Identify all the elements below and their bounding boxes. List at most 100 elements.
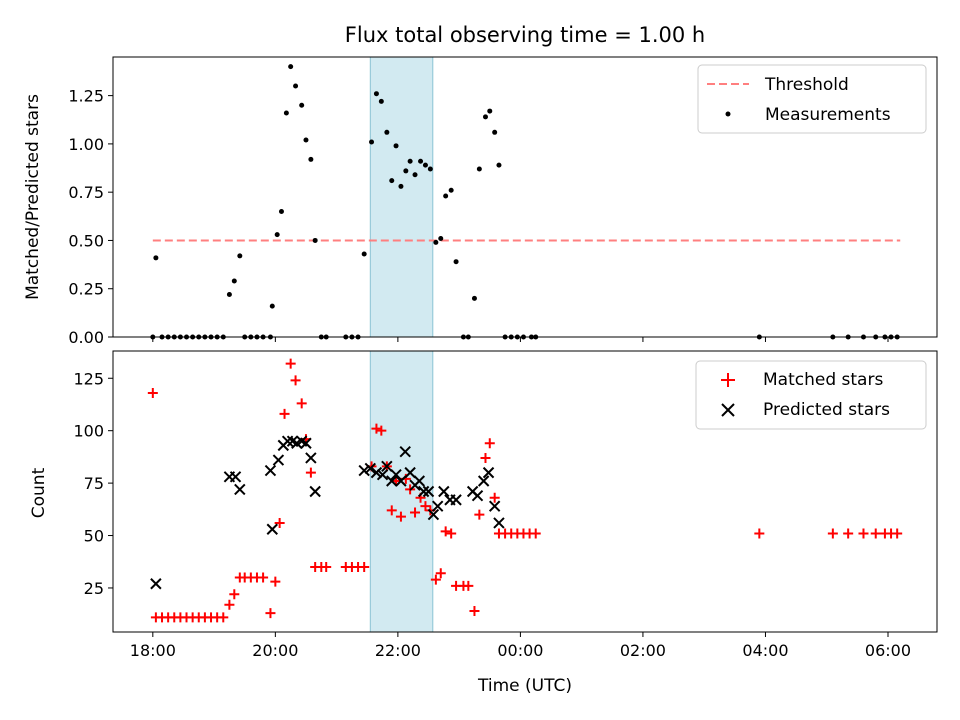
measurements-point [384, 129, 390, 135]
matched-stars-point [870, 528, 881, 539]
count-y-ticks: 25 50 75 100 125 [73, 369, 113, 598]
matched-stars-point [218, 612, 229, 623]
matched-stars-point [305, 467, 316, 478]
matched-stars-point [484, 438, 495, 449]
x-tick-label: 22:00 [375, 641, 421, 660]
measurements-point [492, 129, 498, 135]
count-y-tick-label: 125 [73, 369, 104, 388]
measurements-point [448, 187, 454, 193]
matched-stars-point [435, 568, 446, 579]
ratio-y-tick-label: 0.25 [68, 280, 104, 299]
predicted-legend-swatch [721, 403, 735, 417]
matched-stars-point [229, 589, 240, 600]
matched-stars-point [265, 608, 276, 619]
matched-stars-point [440, 526, 451, 537]
predicted-stars-point [266, 523, 278, 535]
ratio-highlight-layer [369, 56, 434, 338]
matched-stars-point [410, 507, 421, 518]
predicted-legend-label: Predicted stars [763, 400, 890, 420]
predicted-stars-point [438, 485, 450, 498]
ratio-y-tick-label: 0.75 [68, 183, 104, 202]
ratio-legend-box [697, 64, 927, 134]
predicted-stars-point [376, 469, 389, 481]
x-tick-label: 00:00 [497, 641, 543, 660]
predicted-stars-point [300, 437, 312, 449]
measurements-point [378, 98, 384, 104]
measurements-point [433, 239, 439, 245]
measurements-point [471, 295, 477, 301]
measurements-point [226, 292, 232, 298]
matched-stars-point [270, 576, 281, 587]
predicted-stars-point [305, 452, 317, 464]
predicted-stars-point [229, 471, 242, 483]
ratio-y-axis-label: Matched/Predicted stars [23, 94, 43, 300]
predicted-stars-point [482, 466, 495, 479]
predicted-stars-point [386, 475, 398, 487]
matched-stars-point [274, 517, 285, 528]
ratio-y-tick-label: 0.00 [68, 328, 104, 347]
predicted-stars-point [417, 485, 430, 498]
ratio-axes-frame [112, 56, 938, 338]
matched-stars-point [224, 599, 235, 610]
measurements-point [389, 178, 395, 184]
predicted-stars-point [450, 494, 462, 506]
matched-stars-point [474, 509, 485, 520]
x-tick-label: 18:00 [130, 641, 176, 660]
measurements-point [308, 156, 314, 162]
ratio-y-tick-label: 0.50 [68, 231, 104, 250]
predicted-stars-point [404, 466, 416, 479]
matched-stars-point [296, 398, 307, 409]
chart-title: Flux total observing time = 1.00 h [345, 23, 705, 47]
x-tick-label: 02:00 [620, 641, 666, 660]
matched-stars-point [489, 492, 500, 503]
matched-stars-point [395, 511, 406, 522]
matched-stars-point [446, 528, 457, 539]
matched-stars-point [290, 375, 301, 386]
predicted-stars-point [364, 462, 377, 475]
measurements-legend-swatch [725, 111, 731, 117]
measurements-point [407, 158, 413, 164]
measurements-point [427, 166, 433, 172]
measurements-legend-label: Measurements [765, 105, 891, 125]
matched-stars-point [371, 423, 382, 434]
predicted-stars-point [422, 485, 435, 498]
measurements-point [153, 255, 159, 261]
measurements-point [361, 251, 367, 257]
measurements-point [422, 162, 428, 168]
predicted-stars-point [431, 500, 444, 512]
count-panel: 18:00 20:00 22:00 00:00 02:00 04:00 06:00 25 50… [29, 350, 938, 696]
count-y-axis-label: Count [29, 467, 49, 518]
measurements-point [299, 102, 305, 108]
measurements-point [288, 64, 294, 70]
predicted-stars-point [399, 445, 411, 458]
predicted-stars-point [272, 454, 285, 466]
ratio-y-tick-label: 1.00 [68, 135, 104, 154]
predicted-stars-point [477, 475, 490, 487]
matched-stars-point [530, 528, 541, 539]
matched-legend-label: Matched stars [763, 370, 883, 390]
matched-stars-point [858, 528, 869, 539]
measurements-point [283, 110, 289, 116]
matched-stars-point [285, 358, 296, 369]
measurements-point [412, 172, 418, 178]
threshold-legend-label: Threshold [764, 75, 849, 95]
count-points [147, 358, 903, 623]
count-y-tick-label: 75 [84, 474, 104, 493]
predicted-stars-point [471, 489, 484, 502]
measurements-point [403, 168, 409, 174]
predicted-stars-point [395, 475, 407, 487]
ratio-highlight-span [369, 56, 434, 338]
matched-stars-point [480, 452, 491, 463]
ratio-y-tick-label: 1.25 [68, 87, 104, 106]
count-y-tick-label: 50 [84, 527, 104, 546]
matched-legend-swatch [721, 373, 735, 387]
predicted-stars-point [413, 475, 426, 487]
matched-stars-point [147, 387, 158, 398]
ratio-y-ticks: 0.00 0.25 0.50 0.75 1.00 1.25 [68, 87, 113, 347]
count-x-ticks: 18:00 20:00 22:00 00:00 02:00 04:00 06:00 [130, 632, 911, 660]
matched-stars-point [463, 580, 474, 591]
ratio-x-ticks [152, 337, 889, 342]
measurements-point [453, 259, 459, 265]
measurements-point [369, 139, 375, 145]
